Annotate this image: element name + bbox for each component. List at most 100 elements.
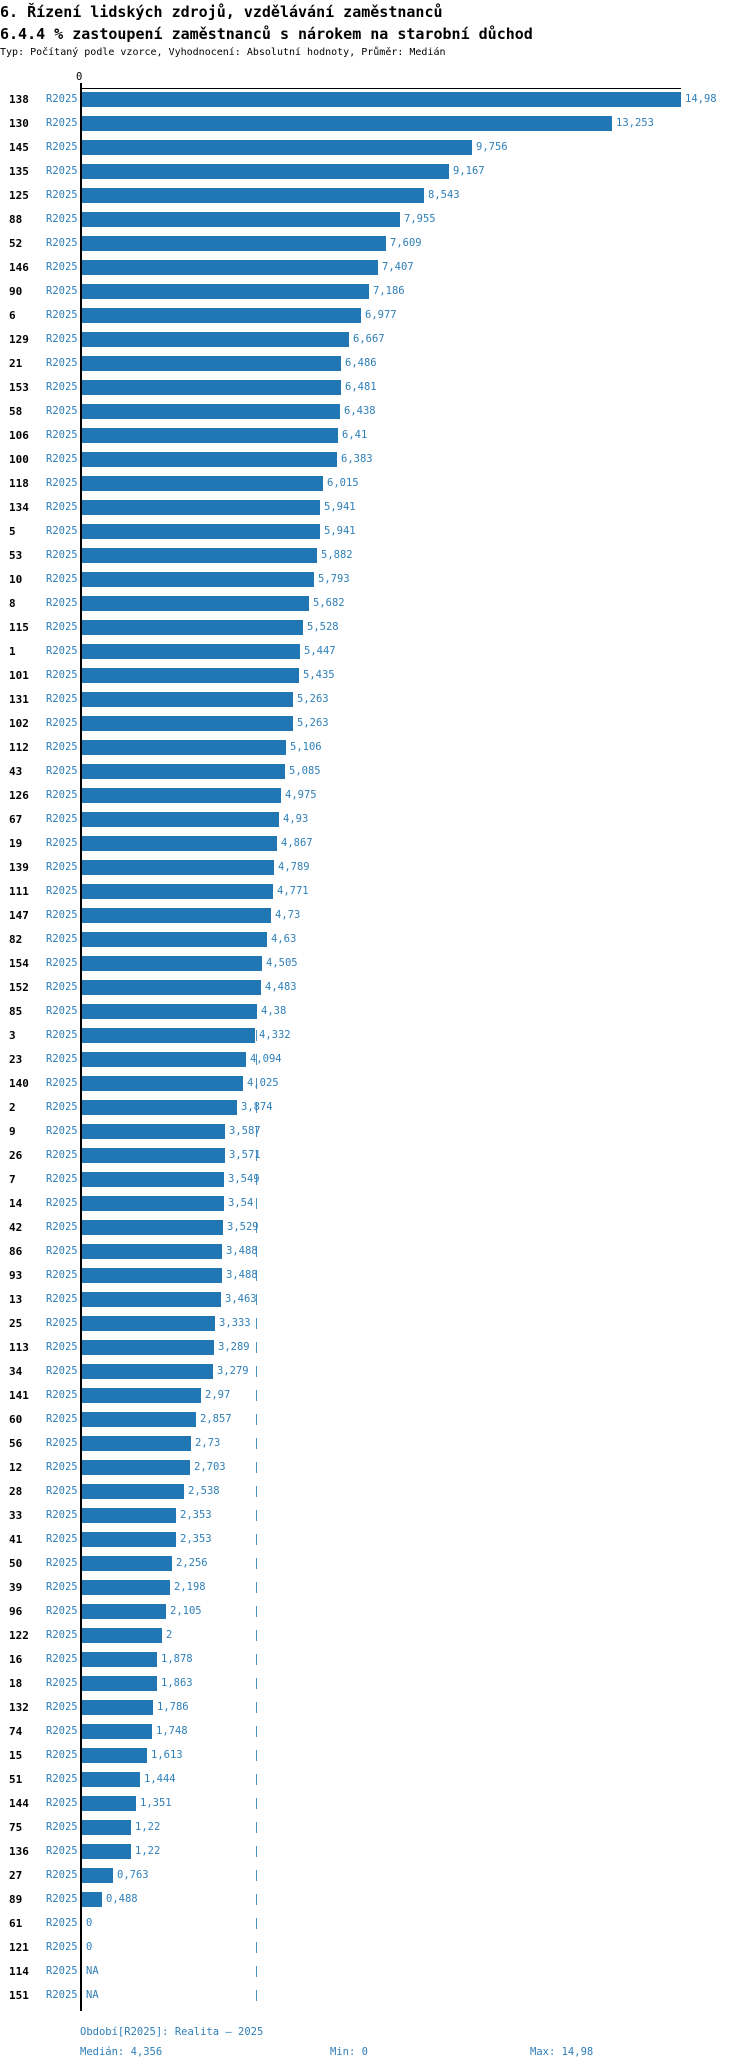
chart-row: 118 R2025 6,015 bbox=[0, 476, 750, 491]
chart-row: 147 R2025 4,73 bbox=[0, 908, 750, 923]
bar bbox=[82, 932, 267, 947]
row-period-label: R2025 bbox=[46, 1293, 78, 1305]
row-id-label: 43 bbox=[9, 765, 23, 778]
row-period-label: R2025 bbox=[46, 621, 78, 633]
row-period-label: R2025 bbox=[46, 597, 78, 609]
chart-row: 96 R2025 2,105 bbox=[0, 1604, 750, 1619]
row-period-label: R2025 bbox=[46, 1797, 78, 1809]
row-period-label: R2025 bbox=[46, 1269, 78, 1281]
row-id-label: 10 bbox=[9, 573, 23, 586]
row-period-label: R2025 bbox=[46, 933, 78, 945]
row-id-label: 144 bbox=[9, 1797, 29, 1810]
bar bbox=[82, 1316, 215, 1331]
chart-row: 102 R2025 5,263 bbox=[0, 716, 750, 731]
bar-value-label: 0,488 bbox=[106, 1893, 138, 1905]
chart-row: 114 R2025 NA bbox=[0, 1964, 750, 1979]
chart-row: 16 R2025 1,878 bbox=[0, 1652, 750, 1667]
bar-value-label: 2,256 bbox=[176, 1557, 208, 1569]
bar-value-label: 9,756 bbox=[476, 141, 508, 153]
row-id-label: 100 bbox=[9, 453, 29, 466]
bar-value-label: 1,878 bbox=[161, 1653, 193, 1665]
bar-value-label: 4,789 bbox=[278, 861, 310, 873]
row-period-label: R2025 bbox=[46, 1917, 78, 1929]
row-period-label: R2025 bbox=[46, 1221, 78, 1233]
row-period-label: R2025 bbox=[46, 1821, 78, 1833]
bar bbox=[82, 524, 320, 539]
bar-value-label: 5,085 bbox=[289, 765, 321, 777]
chart-row: 129 R2025 6,667 bbox=[0, 332, 750, 347]
bar-value-label: 3,874 bbox=[241, 1101, 273, 1113]
row-period-label: R2025 bbox=[46, 1053, 78, 1065]
row-period-label: R2025 bbox=[46, 1389, 78, 1401]
bar-value-label: 2,198 bbox=[174, 1581, 206, 1593]
row-period-label: R2025 bbox=[46, 981, 78, 993]
row-period-label: R2025 bbox=[46, 93, 78, 105]
chart-row: 10 R2025 5,793 bbox=[0, 572, 750, 587]
bar bbox=[82, 1628, 162, 1643]
row-period-label: R2025 bbox=[46, 333, 78, 345]
row-period-label: R2025 bbox=[46, 1845, 78, 1857]
row-period-label: R2025 bbox=[46, 237, 78, 249]
row-id-label: 102 bbox=[9, 717, 29, 730]
chart-row: 6 R2025 6,977 bbox=[0, 308, 750, 323]
row-period-label: R2025 bbox=[46, 1725, 78, 1737]
bar-value-label: 4,332 bbox=[259, 1029, 291, 1041]
chart-row: 126 R2025 4,975 bbox=[0, 788, 750, 803]
row-id-label: 16 bbox=[9, 1653, 23, 1666]
row-id-label: 50 bbox=[9, 1557, 23, 1570]
bar bbox=[82, 260, 378, 275]
bar bbox=[82, 596, 309, 611]
row-id-label: 14 bbox=[9, 1197, 23, 1210]
row-period-label: R2025 bbox=[46, 1533, 78, 1545]
bar-value-label: 3,488 bbox=[226, 1245, 258, 1257]
chart-row: 140 R2025 4,025 bbox=[0, 1076, 750, 1091]
row-period-label: R2025 bbox=[46, 1773, 78, 1785]
row-id-label: 9 bbox=[9, 1125, 16, 1138]
bar bbox=[82, 1004, 257, 1019]
row-period-label: R2025 bbox=[46, 141, 78, 153]
bar-value-label: 4,483 bbox=[265, 981, 297, 993]
bar bbox=[82, 308, 361, 323]
bar-value-label: 2,105 bbox=[170, 1605, 202, 1617]
row-id-label: 141 bbox=[9, 1389, 29, 1402]
bar bbox=[82, 884, 273, 899]
row-period-label: R2025 bbox=[46, 1365, 78, 1377]
row-id-label: 88 bbox=[9, 213, 23, 226]
bar-value-label: 13,253 bbox=[616, 117, 654, 129]
bar bbox=[82, 572, 314, 587]
row-period-label: R2025 bbox=[46, 477, 78, 489]
row-id-label: 41 bbox=[9, 1533, 23, 1546]
row-id-label: 7 bbox=[9, 1173, 16, 1186]
bar bbox=[82, 236, 386, 251]
row-id-label: 34 bbox=[9, 1365, 23, 1378]
chart-row: 15 R2025 1,613 bbox=[0, 1748, 750, 1763]
row-id-label: 111 bbox=[9, 885, 29, 898]
bar-value-label: 1,444 bbox=[144, 1773, 176, 1785]
row-period-label: R2025 bbox=[46, 885, 78, 897]
row-period-label: R2025 bbox=[46, 861, 78, 873]
bar bbox=[82, 812, 279, 827]
row-period-label: R2025 bbox=[46, 1437, 78, 1449]
row-id-label: 153 bbox=[9, 381, 29, 394]
row-period-label: R2025 bbox=[46, 1245, 78, 1257]
bar-value-label: 6,486 bbox=[345, 357, 377, 369]
chart-row: 144 R2025 1,351 bbox=[0, 1796, 750, 1811]
bar-value-label: 2,703 bbox=[194, 1461, 226, 1473]
row-id-label: 1 bbox=[9, 645, 16, 658]
bar bbox=[82, 1076, 243, 1091]
row-id-label: 51 bbox=[9, 1773, 23, 1786]
bar-value-label: 0,763 bbox=[117, 1869, 149, 1881]
bar bbox=[82, 404, 340, 419]
bar bbox=[82, 692, 293, 707]
row-id-label: 147 bbox=[9, 909, 29, 922]
footer-period-label: Období[R2025]: Realita – 2025 bbox=[80, 2026, 264, 2038]
chart-subtitle: 6.4.4 % zastoupení zaměstnanců s nárokem… bbox=[0, 25, 533, 43]
bar bbox=[82, 980, 261, 995]
bar-value-label: 1,351 bbox=[140, 1797, 172, 1809]
bar bbox=[82, 1268, 222, 1283]
chart-meta-info: Typ: Počítaný podle vzorce, Vyhodnocení:… bbox=[0, 47, 446, 58]
row-period-label: R2025 bbox=[46, 837, 78, 849]
bar-value-label: 6,015 bbox=[327, 477, 359, 489]
x-axis-line bbox=[80, 88, 681, 89]
